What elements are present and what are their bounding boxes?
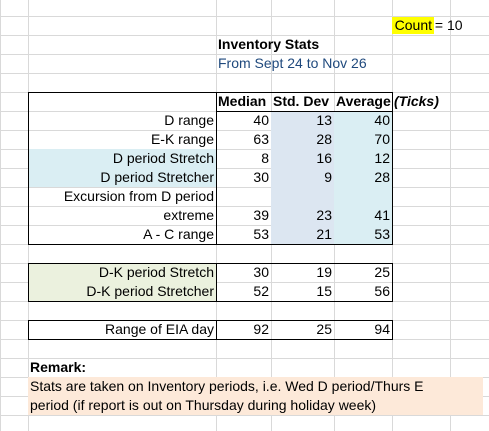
border [216, 263, 217, 302]
cell-value: 21 [316, 226, 332, 242]
cell-fill [28, 149, 216, 187]
row-label: A - C range [143, 226, 214, 242]
cell-value: 16 [316, 150, 332, 166]
border [28, 339, 393, 340]
cell-value: 30 [253, 264, 269, 280]
border [392, 92, 393, 245]
cell-value: 15 [316, 283, 332, 299]
cell-value: 63 [253, 131, 269, 147]
cell-fill [334, 111, 392, 244]
row-label: Range of EIA day [105, 321, 214, 337]
column-header: Std. Dev [273, 93, 330, 109]
cell-value: 70 [374, 131, 390, 147]
border [216, 92, 217, 245]
cell-value: 92 [253, 321, 269, 337]
border [28, 301, 393, 302]
gridline [450, 0, 451, 431]
cell-value: 9 [324, 169, 332, 185]
border [28, 92, 29, 245]
border [28, 263, 393, 264]
cell-value: 13 [316, 112, 332, 128]
cell-value: 40 [374, 112, 390, 128]
cell-value: 28 [316, 131, 332, 147]
border [392, 320, 393, 340]
cell-value: 28 [374, 169, 390, 185]
row-label: D-K period Stretch [98, 264, 214, 280]
row-label: D-K period Stretcher [86, 283, 214, 299]
border [28, 244, 393, 245]
table-title: Inventory Stats [218, 36, 320, 52]
cell-value: 52 [253, 283, 269, 299]
cell-value: 25 [316, 321, 332, 337]
border [28, 92, 393, 93]
cell-value: 53 [374, 226, 390, 242]
column-header: Average [336, 93, 391, 109]
row-label: D period Stretch [112, 150, 214, 166]
count-label: Count [394, 17, 432, 33]
row-label: Excursion from D period [63, 188, 214, 204]
count-equals: = [434, 17, 444, 33]
border [392, 263, 393, 302]
row-label: D period Stretcher [100, 169, 214, 185]
cell-value: 8 [261, 150, 269, 166]
column-header: Median [218, 93, 267, 109]
column-header: (Ticks) [394, 93, 439, 109]
cell-value: 53 [253, 226, 269, 242]
cell-value: 40 [253, 112, 269, 128]
remark-text: Stats are taken on Inventory periods, i.… [30, 378, 424, 394]
table-subtitle: From Sept 24 to Nov 26 [218, 55, 367, 71]
cell-value: 25 [374, 264, 390, 280]
row-label: extreme [163, 207, 214, 223]
remark-title: Remark: [30, 359, 87, 375]
row-label: D range [164, 112, 214, 128]
border [28, 320, 393, 321]
cell-value: 41 [374, 207, 390, 223]
border [216, 111, 393, 112]
cell-value: 39 [253, 207, 269, 223]
border [28, 320, 29, 340]
cell-value: 30 [253, 169, 269, 185]
cell-value: 94 [374, 321, 390, 337]
cell-fill [28, 263, 216, 301]
remark-text: period (if report is out on Thursday dur… [30, 397, 377, 413]
cell-fill [28, 377, 483, 415]
row-label: E-K range [150, 131, 214, 147]
cell-fill [392, 17, 434, 34]
count-value: 10 [447, 17, 463, 33]
cell-value: 12 [374, 150, 390, 166]
cell-value: 19 [316, 264, 332, 280]
border [28, 263, 29, 302]
cell-fill [271, 111, 334, 244]
cell-value: 23 [316, 207, 332, 223]
cell-value: 56 [374, 283, 390, 299]
border [216, 320, 217, 340]
